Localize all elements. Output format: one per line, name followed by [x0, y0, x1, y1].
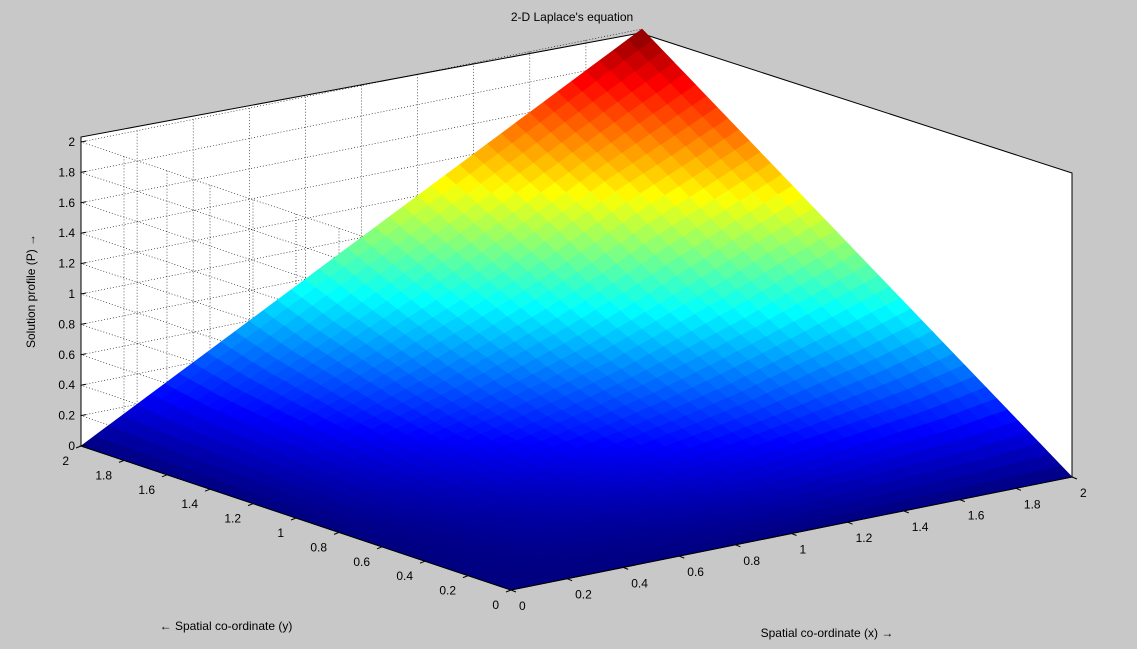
x-tick-label: 1 — [800, 543, 807, 557]
y-tick-mark — [118, 459, 125, 463]
surface — [80, 28, 1073, 591]
y-tick-mark — [75, 445, 82, 449]
z-tick-label: 0.4 — [58, 378, 75, 392]
x-tick-mark — [623, 566, 629, 570]
y-tick-mark — [462, 575, 469, 579]
y-axis-label: ← Spatial co-ordinate (y) — [160, 619, 293, 633]
z-tick-label: 0.2 — [58, 409, 75, 423]
x-tick-mark — [1015, 487, 1022, 491]
x-tick-mark — [735, 544, 741, 548]
x-tick-label: 1.2 — [856, 531, 873, 545]
x-tick-label: 2 — [1080, 486, 1087, 500]
z-tick-mark — [80, 353, 87, 356]
z-tick-label: 2 — [68, 135, 75, 149]
y-tick-label: 0 — [492, 598, 499, 612]
x-tick-label: 0 — [519, 599, 526, 613]
y-tick-label: 1.2 — [224, 512, 241, 526]
x-tick-mark — [959, 499, 965, 503]
x-tick-mark — [903, 510, 909, 514]
z-tick-mark — [80, 383, 87, 386]
y-tick-mark — [290, 517, 297, 521]
z-axis-label: Solution profile (P) → — [24, 234, 38, 348]
z-tick-label: 1.8 — [58, 165, 75, 179]
y-tick-label: 0.4 — [396, 569, 413, 583]
x-tick-label: 1.6 — [968, 509, 985, 523]
z-tick-label: 1.2 — [58, 257, 75, 271]
tick-labels: 00.20.40.60.811.21.41.61.8200.20.40.60.8… — [58, 135, 1087, 613]
x-tick-mark — [847, 521, 853, 525]
x-tick-label: 0.4 — [631, 576, 648, 590]
y-tick-mark — [333, 531, 340, 535]
z-tick-mark — [80, 444, 87, 447]
z-tick-mark — [80, 231, 87, 234]
x-tick-label: 1.8 — [1024, 497, 1041, 511]
chart-title: 2-D Laplace's equation — [511, 10, 633, 24]
x-axis-label: Spatial co-ordinate (x) → — [761, 626, 894, 640]
z-tick-mark — [80, 292, 87, 295]
z-tick-mark — [80, 322, 87, 325]
y-tick-mark — [247, 503, 254, 507]
z-tick-mark — [80, 201, 87, 204]
y-tick-mark — [376, 546, 383, 550]
y-tick-mark — [161, 474, 168, 478]
x-tick-label: 0.8 — [743, 554, 760, 568]
z-tick-mark — [80, 414, 87, 417]
x-tick-label: 0.6 — [687, 565, 704, 579]
y-tick-label: 1.4 — [181, 497, 198, 511]
y-tick-label: 1.6 — [138, 483, 155, 497]
z-tick-mark — [80, 170, 87, 173]
x-tick-mark — [791, 533, 797, 536]
y-tick-mark — [419, 560, 426, 564]
z-tick-mark — [80, 140, 87, 143]
y-tick-mark — [505, 589, 512, 593]
y-tick-label: 2 — [62, 454, 69, 468]
x-tick-mark — [510, 589, 517, 593]
x-tick-label: 0.2 — [575, 588, 592, 602]
x-tick-mark — [566, 578, 573, 582]
z-tick-mark — [80, 262, 87, 265]
z-tick-label: 0 — [68, 439, 75, 453]
z-tick-label: 1 — [68, 287, 75, 301]
y-tick-label: 1 — [277, 526, 284, 540]
z-tick-label: 1.6 — [58, 196, 75, 210]
z-tick-label: 1.4 — [58, 226, 75, 240]
x-tick-mark — [1071, 476, 1078, 480]
y-tick-label: 1.8 — [95, 468, 112, 482]
y-tick-label: 0.8 — [310, 540, 327, 554]
y-tick-mark — [204, 488, 211, 492]
y-tick-label: 0.6 — [353, 555, 370, 569]
z-tick-label: 0.6 — [58, 348, 75, 362]
x-tick-label: 1.4 — [912, 520, 929, 534]
z-tick-label: 0.8 — [58, 317, 75, 331]
y-tick-label: 0.2 — [439, 584, 456, 598]
x-tick-mark — [679, 555, 685, 559]
